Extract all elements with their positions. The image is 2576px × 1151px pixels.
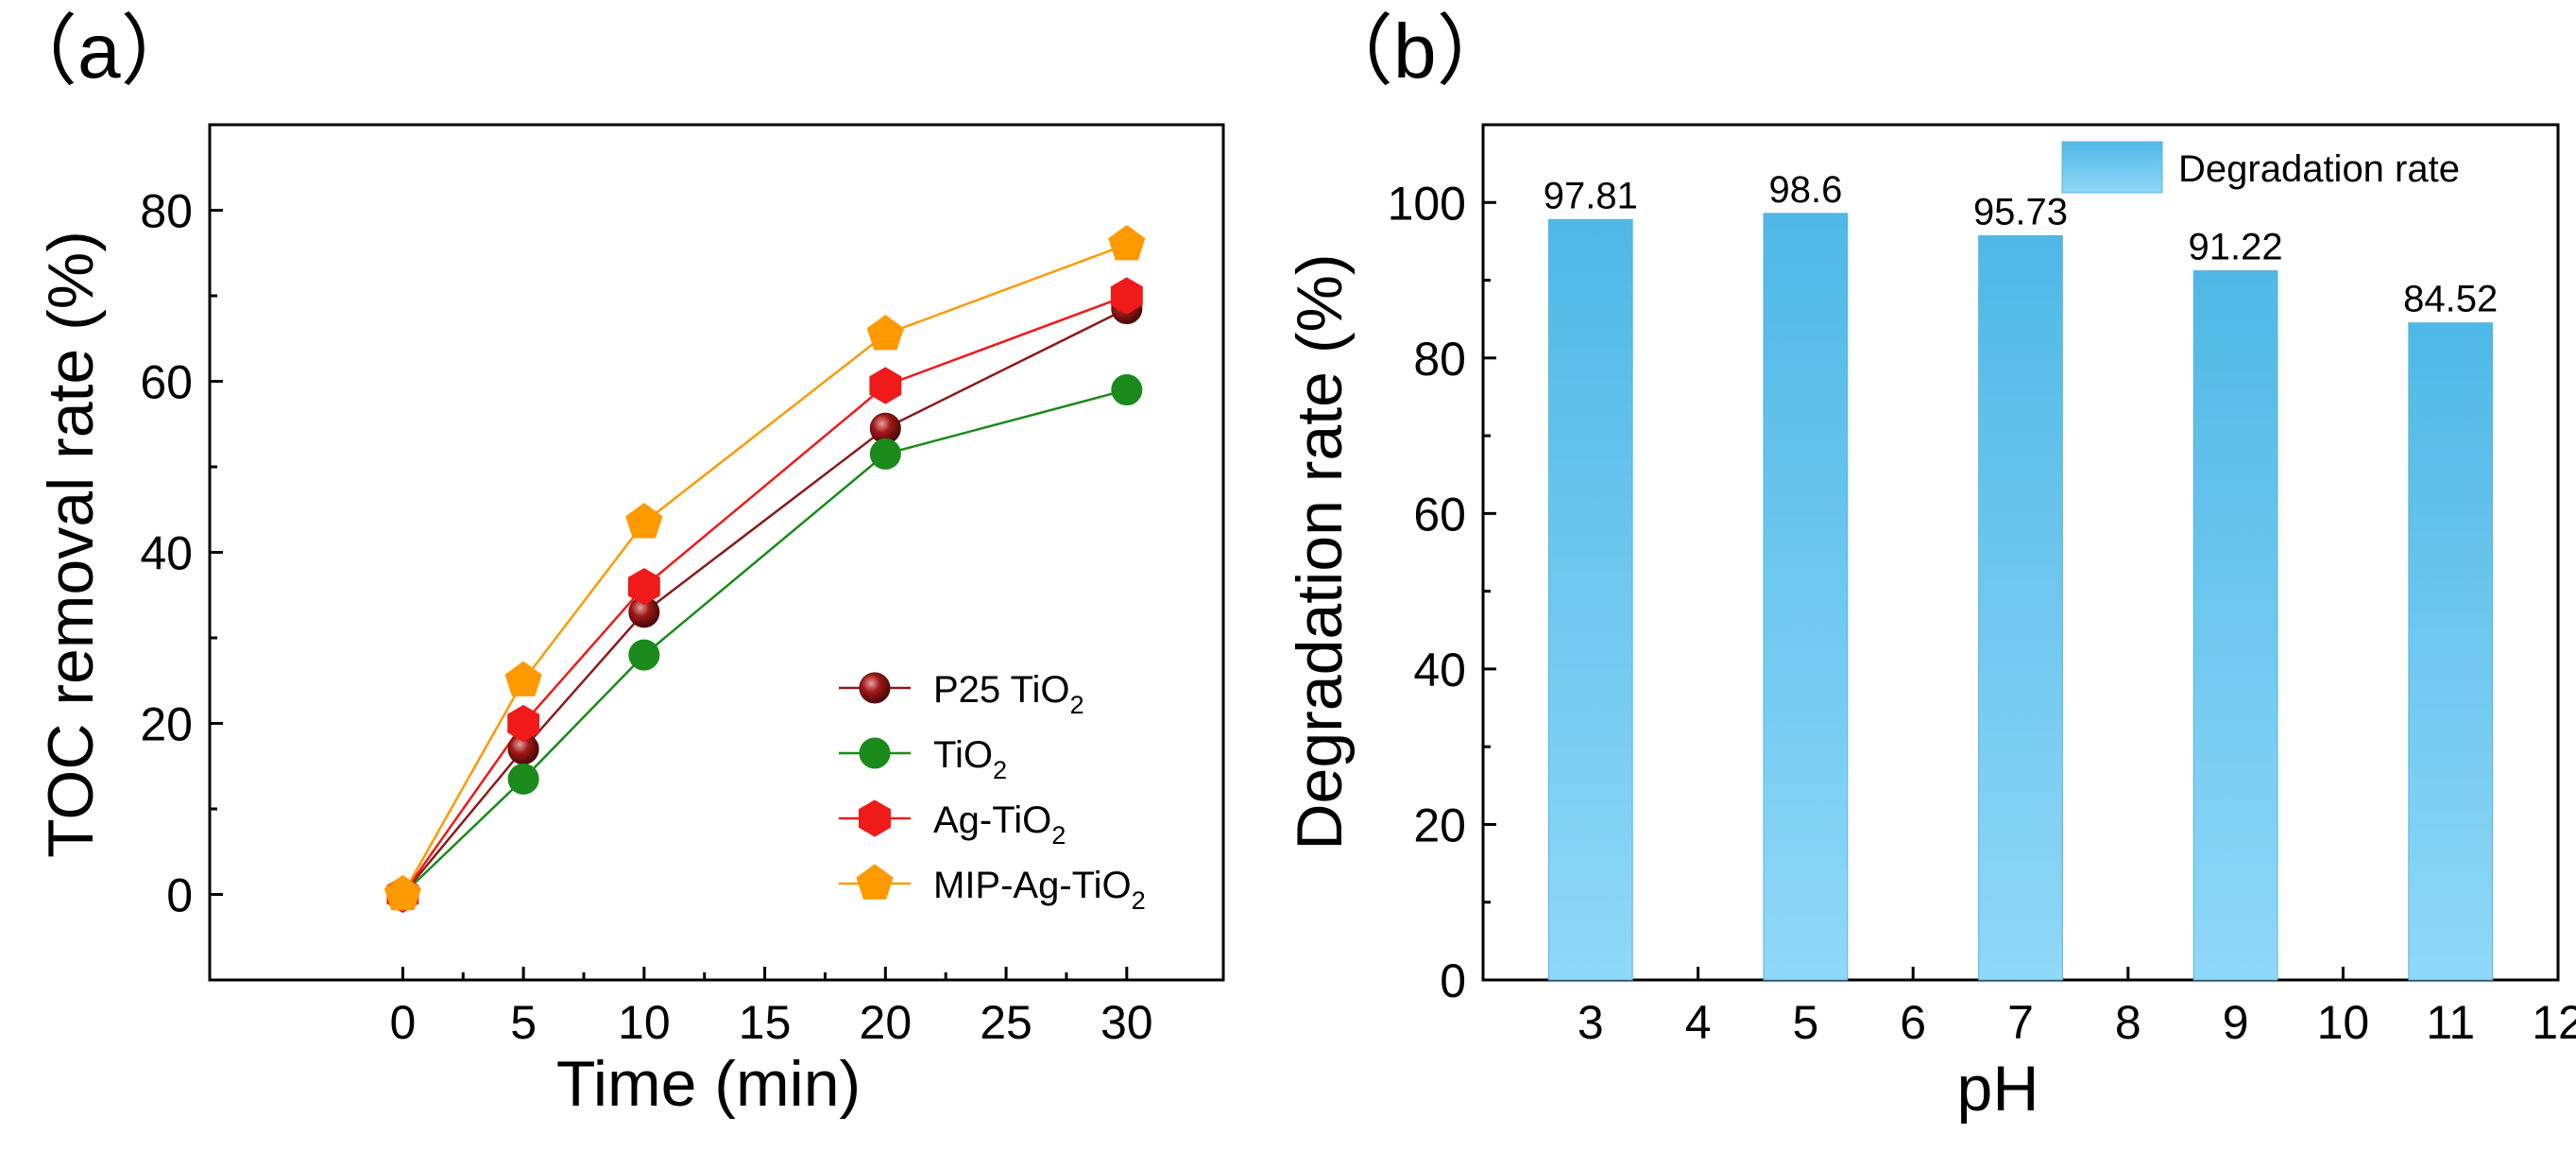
legend-marker: [859, 799, 891, 837]
panel-b-y-tick-label: 100: [1388, 177, 1466, 230]
legend-label-text: P25 TiO: [933, 669, 1070, 711]
legend-label: Degradation rate: [2178, 148, 2460, 190]
panel-b-y-axis-title: Degradation rate (%): [1284, 253, 1356, 850]
panel-b-x-tick-label: 5: [1792, 996, 1818, 1049]
data-point: [1110, 277, 1143, 315]
legend-label: MIP-Ag-TiO2: [933, 865, 1146, 915]
panel-b-x-tick-label: 3: [1578, 996, 1604, 1049]
panel-a-axes: 0 5 10 15 20 25 30 0 20 40 60 80: [140, 123, 1225, 1049]
legend-label: Ag-TiO2: [933, 799, 1066, 850]
bar: [1978, 234, 2063, 981]
data-point: [1111, 374, 1143, 406]
panel-a-x-tick-label: 10: [618, 996, 671, 1049]
panel-a-x-tick-label: 30: [1100, 996, 1153, 1049]
data-point: [869, 367, 902, 404]
panel-a-series: [384, 225, 1146, 914]
legend-label: P25 TiO2: [933, 669, 1084, 719]
legend-marker: [859, 672, 891, 704]
panel-b-x-tick-label: 6: [1900, 996, 1926, 1049]
legend-marker: [859, 737, 891, 769]
data-point: [866, 315, 904, 351]
legend-label-text: Ag-TiO: [933, 799, 1051, 841]
legend-label-subscript: 2: [993, 755, 1007, 784]
panel-a-y-axis-title: TOC removal rate (%): [35, 231, 107, 858]
panel-a-label: （a）: [0, 9, 198, 94]
panel-a-y-tick-label: 20: [140, 698, 193, 751]
legend-label-subscript: 2: [1132, 885, 1146, 915]
panel-a-x-tick-label: 0: [389, 996, 416, 1049]
data-point: [507, 763, 539, 795]
panel-a-x-tick-label: 20: [860, 996, 913, 1049]
legend-label-text: TiO: [933, 734, 993, 776]
panel-b-y-tick-label: 80: [1413, 333, 1466, 386]
data-point: [869, 438, 901, 470]
panel-a-x-tick-label: 25: [980, 996, 1032, 1049]
data-point: [1108, 225, 1146, 261]
bar: [2408, 322, 2494, 981]
data-point: [504, 661, 542, 696]
panel-b-x-tick-label: 11: [2426, 996, 2475, 1049]
panel-a-x-tick-label: 5: [510, 996, 537, 1049]
bar-data-label: 98.6: [1768, 169, 1842, 211]
panel-b-x-tick-label: 12: [2532, 996, 2576, 1049]
data-point: [627, 568, 660, 606]
bar-data-label: 97.81: [1544, 175, 1638, 216]
panel-b-y-tick-label: 0: [1440, 954, 1466, 1007]
panel-a-y-tick-label: 40: [140, 527, 193, 580]
series-line: [401, 243, 1128, 896]
data-point: [625, 503, 663, 539]
panel-a-plot-frame: [208, 123, 1225, 982]
panel-b-x-axis-title: pH: [1957, 1053, 2039, 1125]
panel-b-x-tick-label: 8: [2115, 996, 2141, 1049]
legend-label: TiO2: [933, 734, 1007, 784]
panel-b-bars: 97.81 98.6 95.73 91.22 84.52: [1544, 169, 2498, 981]
panel-b-y-tick-label: 40: [1413, 644, 1466, 696]
panel-b-x-tick-label: 10: [2317, 996, 2370, 1049]
panel-a: （a） 0 5 10 15 20 25 30 0 20 40 60 80 Time (min) TOC…: [0, 9, 1225, 1120]
panel-b-axes: 3 4 5 6 7 8 9 10 11 12 0 20 40 60 80 100: [1388, 123, 2576, 1049]
legend-label-subscript: 2: [1051, 820, 1066, 850]
bar-data-label: 95.73: [1973, 191, 2068, 232]
data-point: [507, 704, 540, 743]
panel-a-y-tick-label: 60: [140, 356, 193, 409]
bar-data-label: 84.52: [2403, 279, 2498, 320]
legend-swatch: [2061, 141, 2163, 194]
data-point: [628, 639, 660, 671]
panel-a-x-tick-label: 15: [739, 996, 792, 1049]
panel-b-label: （b）: [1316, 9, 1514, 94]
panel-a-y-tick-label: 80: [140, 185, 193, 238]
panel-b-legend: Degradation rate: [2061, 141, 2460, 194]
panel-b-x-tick-label: 7: [2007, 996, 2034, 1049]
panel-b-x-tick-label: 9: [2223, 996, 2249, 1049]
legend-label-subscript: 2: [1070, 690, 1084, 719]
bar: [1547, 218, 1633, 981]
bar: [1763, 213, 1849, 981]
bar-data-label: 91.22: [2189, 227, 2283, 268]
data-point: [384, 874, 421, 911]
panel-b-y-tick-label: 20: [1413, 799, 1466, 851]
panel-b-x-tick-label: 4: [1685, 996, 1712, 1049]
panel-a-y-tick-label: 0: [166, 869, 193, 922]
legend-marker: [856, 864, 894, 900]
panel-b-y-tick-label: 60: [1413, 488, 1466, 541]
legend-label-text: MIP-Ag-TiO: [933, 865, 1132, 906]
panel-a-x-axis-title: Time (min): [556, 1048, 861, 1120]
bar: [2192, 270, 2278, 981]
